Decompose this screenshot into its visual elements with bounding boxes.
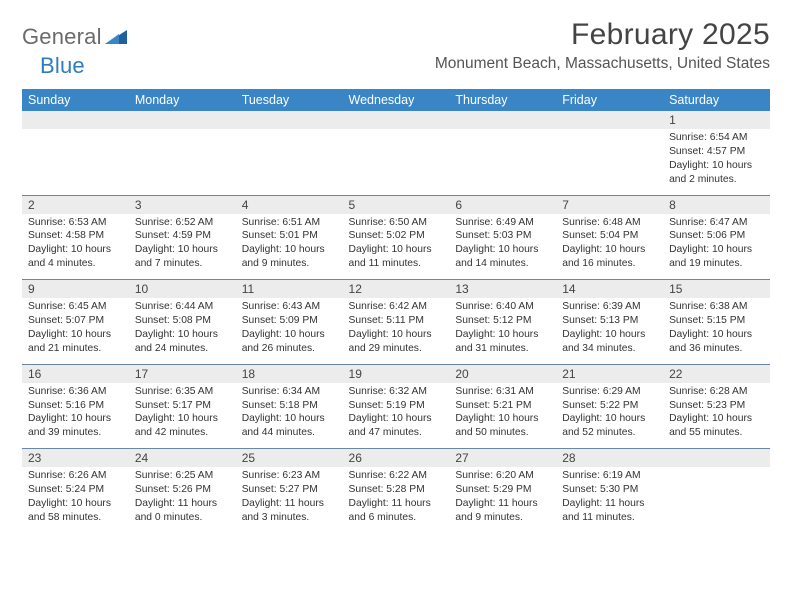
daynum-row: 1: [22, 111, 770, 129]
weekday-header-row: Sunday Monday Tuesday Wednesday Thursday…: [22, 89, 770, 111]
day-cell: [663, 467, 770, 533]
day-cell: [236, 129, 343, 195]
daynum: 10: [129, 280, 236, 299]
daynum: 1: [663, 111, 770, 129]
day-cell: [343, 129, 450, 195]
day-cell: Sunrise: 6:36 AMSunset: 5:16 PMDaylight:…: [22, 383, 129, 449]
weekday-mon: Monday: [129, 89, 236, 111]
day-cell: Sunrise: 6:31 AMSunset: 5:21 PMDaylight:…: [449, 383, 556, 449]
daynum-row: 2 3 4 5 6 7 8: [22, 195, 770, 214]
day-cell: Sunrise: 6:54 AMSunset: 4:57 PMDaylight:…: [663, 129, 770, 195]
daynum: [449, 111, 556, 129]
day-cell: Sunrise: 6:35 AMSunset: 5:17 PMDaylight:…: [129, 383, 236, 449]
weekday-thu: Thursday: [449, 89, 556, 111]
calendar-page: General February 2025 Monument Beach, Ma…: [0, 0, 792, 543]
daynum: [236, 111, 343, 129]
weekday-sun: Sunday: [22, 89, 129, 111]
daynum: 14: [556, 280, 663, 299]
day-cell: Sunrise: 6:28 AMSunset: 5:23 PMDaylight:…: [663, 383, 770, 449]
day-cell: [556, 129, 663, 195]
day-cell: Sunrise: 6:52 AMSunset: 4:59 PMDaylight:…: [129, 214, 236, 280]
day-cell: Sunrise: 6:49 AMSunset: 5:03 PMDaylight:…: [449, 214, 556, 280]
day-cell: Sunrise: 6:39 AMSunset: 5:13 PMDaylight:…: [556, 298, 663, 364]
day-cell: Sunrise: 6:45 AMSunset: 5:07 PMDaylight:…: [22, 298, 129, 364]
daynum: 4: [236, 195, 343, 214]
detail-row: Sunrise: 6:26 AMSunset: 5:24 PMDaylight:…: [22, 467, 770, 533]
daynum: 5: [343, 195, 450, 214]
day-cell: Sunrise: 6:44 AMSunset: 5:08 PMDaylight:…: [129, 298, 236, 364]
detail-row: Sunrise: 6:45 AMSunset: 5:07 PMDaylight:…: [22, 298, 770, 364]
daynum: [663, 449, 770, 468]
daynum: 13: [449, 280, 556, 299]
day-cell: Sunrise: 6:42 AMSunset: 5:11 PMDaylight:…: [343, 298, 450, 364]
daynum: [343, 111, 450, 129]
day-cell: Sunrise: 6:53 AMSunset: 4:58 PMDaylight:…: [22, 214, 129, 280]
daynum-row: 23 24 25 26 27 28: [22, 449, 770, 468]
day-cell: Sunrise: 6:23 AMSunset: 5:27 PMDaylight:…: [236, 467, 343, 533]
daynum-row: 16 17 18 19 20 21 22: [22, 364, 770, 383]
day-cell: Sunrise: 6:26 AMSunset: 5:24 PMDaylight:…: [22, 467, 129, 533]
daynum: 18: [236, 364, 343, 383]
daynum: 3: [129, 195, 236, 214]
day-cell: Sunrise: 6:32 AMSunset: 5:19 PMDaylight:…: [343, 383, 450, 449]
daynum: 11: [236, 280, 343, 299]
daynum: 21: [556, 364, 663, 383]
day-cell: Sunrise: 6:40 AMSunset: 5:12 PMDaylight:…: [449, 298, 556, 364]
daynum: 26: [343, 449, 450, 468]
detail-row: Sunrise: 6:53 AMSunset: 4:58 PMDaylight:…: [22, 214, 770, 280]
daynum: 19: [343, 364, 450, 383]
daynum: [22, 111, 129, 129]
logo-text-b: Blue: [40, 53, 85, 78]
day-cell: Sunrise: 6:22 AMSunset: 5:28 PMDaylight:…: [343, 467, 450, 533]
daynum-row: 9 10 11 12 13 14 15: [22, 280, 770, 299]
day-cell: Sunrise: 6:48 AMSunset: 5:04 PMDaylight:…: [556, 214, 663, 280]
day-cell: Sunrise: 6:47 AMSunset: 5:06 PMDaylight:…: [663, 214, 770, 280]
daynum: 24: [129, 449, 236, 468]
day-cell: Sunrise: 6:25 AMSunset: 5:26 PMDaylight:…: [129, 467, 236, 533]
calendar-table: Sunday Monday Tuesday Wednesday Thursday…: [22, 89, 770, 533]
daynum: 17: [129, 364, 236, 383]
month-title: February 2025: [435, 18, 770, 52]
day-cell: Sunrise: 6:51 AMSunset: 5:01 PMDaylight:…: [236, 214, 343, 280]
daynum: 20: [449, 364, 556, 383]
logo-text-a: General: [22, 24, 102, 50]
day-cell: Sunrise: 6:43 AMSunset: 5:09 PMDaylight:…: [236, 298, 343, 364]
daynum: 6: [449, 195, 556, 214]
daynum: 8: [663, 195, 770, 214]
detail-row: Sunrise: 6:54 AMSunset: 4:57 PMDaylight:…: [22, 129, 770, 195]
day-cell: Sunrise: 6:19 AMSunset: 5:30 PMDaylight:…: [556, 467, 663, 533]
daynum: 12: [343, 280, 450, 299]
daynum: 25: [236, 449, 343, 468]
daynum: 2: [22, 195, 129, 214]
day-cell: Sunrise: 6:50 AMSunset: 5:02 PMDaylight:…: [343, 214, 450, 280]
day-cell: [129, 129, 236, 195]
daynum: 7: [556, 195, 663, 214]
weekday-fri: Friday: [556, 89, 663, 111]
daynum: 28: [556, 449, 663, 468]
weekday-wed: Wednesday: [343, 89, 450, 111]
daynum: 9: [22, 280, 129, 299]
daynum: [556, 111, 663, 129]
detail-row: Sunrise: 6:36 AMSunset: 5:16 PMDaylight:…: [22, 383, 770, 449]
logo: General: [22, 24, 127, 50]
daynum: 16: [22, 364, 129, 383]
day-cell: Sunrise: 6:20 AMSunset: 5:29 PMDaylight:…: [449, 467, 556, 533]
daynum: [129, 111, 236, 129]
weekday-sat: Saturday: [663, 89, 770, 111]
weekday-tue: Tuesday: [236, 89, 343, 111]
logo-triangle-icon: [105, 28, 127, 49]
day-cell: Sunrise: 6:29 AMSunset: 5:22 PMDaylight:…: [556, 383, 663, 449]
daynum: 22: [663, 364, 770, 383]
daynum: 27: [449, 449, 556, 468]
day-cell: Sunrise: 6:34 AMSunset: 5:18 PMDaylight:…: [236, 383, 343, 449]
day-cell: Sunrise: 6:38 AMSunset: 5:15 PMDaylight:…: [663, 298, 770, 364]
daynum: 15: [663, 280, 770, 299]
day-cell: [449, 129, 556, 195]
daynum: 23: [22, 449, 129, 468]
day-cell: [22, 129, 129, 195]
